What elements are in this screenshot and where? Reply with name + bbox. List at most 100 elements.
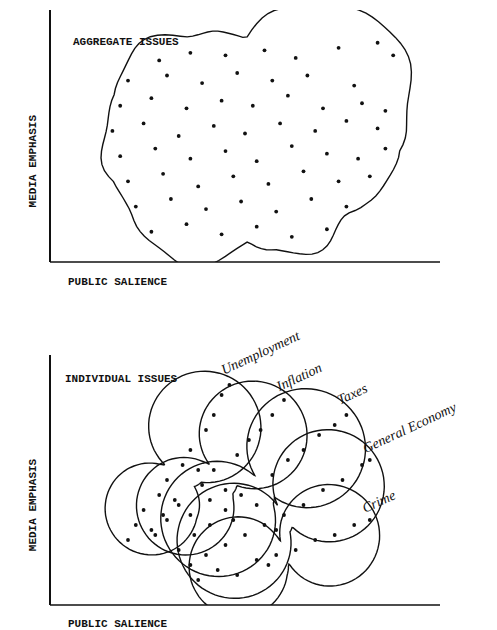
plot-area [101,10,411,262]
point [345,119,349,123]
point [251,104,255,108]
point [352,523,356,527]
point [216,568,220,572]
point [243,533,247,537]
title: INDIVIDUAL ISSUES [65,373,178,385]
point [255,503,259,507]
point [165,518,169,522]
point [267,182,271,186]
point [313,129,317,133]
point [290,144,294,148]
point [118,104,122,108]
point [243,132,247,136]
point [165,478,169,482]
point [157,493,161,497]
point [290,235,294,239]
point [263,48,267,52]
point [220,99,224,103]
cluster-outline [177,430,384,599]
panel: AGGREGATE ISSUESPUBLIC SALIENCEMEDIA EMP… [27,6,440,288]
point [173,498,177,502]
y-axis-label: MEDIA EMPHASIS [27,458,39,551]
point [368,174,372,178]
point [185,222,189,226]
point [270,79,274,83]
series-label: Inflation [273,360,324,394]
point [267,563,271,567]
point [317,433,321,437]
point [189,513,193,517]
point [302,448,306,452]
point [368,518,372,522]
point [274,210,278,214]
point [153,147,157,151]
point [134,523,138,527]
point [376,41,380,45]
point [150,528,154,532]
point [204,207,208,211]
point [224,149,228,153]
point [286,458,290,462]
point [134,205,138,209]
point [220,232,224,236]
point [294,56,298,60]
y-axis [49,355,51,605]
x-axis [50,261,440,263]
point [224,488,228,492]
point [302,503,306,507]
series-label: General Economy [360,399,459,456]
point [200,81,204,85]
cluster-outline [189,485,380,606]
point [286,94,290,98]
point [212,413,216,417]
cluster-outline [101,10,411,262]
point [224,508,228,512]
point [189,51,193,55]
y-axis-label: MEDIA EMPHASIS [27,115,39,208]
point [196,185,200,189]
point [231,174,235,178]
point [189,157,193,161]
point [270,413,274,417]
point [212,124,216,128]
point [208,498,212,502]
point [212,468,216,472]
point [231,518,235,522]
point [169,197,173,201]
point [255,159,259,163]
point [239,200,243,204]
point [157,59,161,63]
point [345,205,349,209]
point [220,393,224,397]
point [360,463,364,467]
point [282,398,286,402]
point [177,503,181,507]
point [325,152,329,156]
cluster-outline [105,371,261,555]
point [321,106,325,110]
point [181,463,185,467]
point [126,179,130,183]
point [360,101,364,105]
point [118,154,122,158]
plot-area [105,371,384,605]
point [321,488,325,492]
point [142,122,146,126]
point [200,483,204,487]
series-label: Crime [360,487,398,515]
point [239,493,243,497]
point [333,533,337,537]
point [165,74,169,78]
point [235,573,239,577]
x-axis-label: PUBLIC SALIENCE [68,618,167,630]
point [391,53,395,57]
point [192,533,196,537]
point [150,230,154,234]
point [384,147,388,151]
point [177,134,181,138]
point [302,169,306,173]
point [235,453,239,457]
point [111,129,115,133]
title: AGGREGATE ISSUES [73,36,179,48]
point [185,106,189,110]
